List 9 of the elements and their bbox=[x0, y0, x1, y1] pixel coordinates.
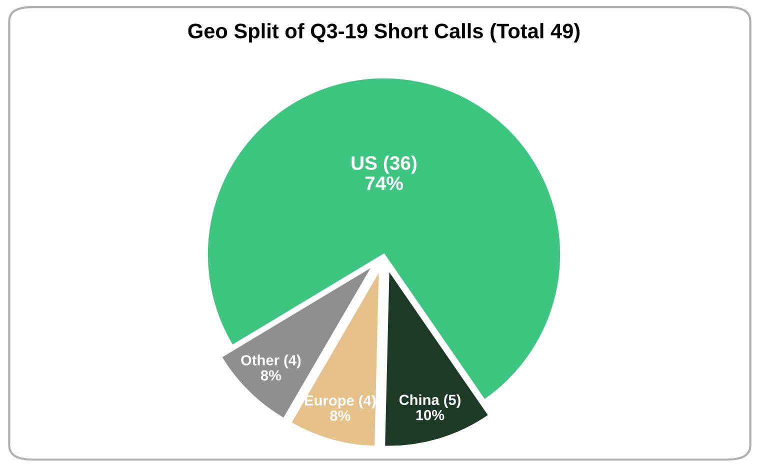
data-label: 8% bbox=[330, 410, 350, 421]
slice-label: China (5) bbox=[399, 394, 460, 408]
data-label: 10% bbox=[416, 410, 444, 420]
slice-label: US (36) bbox=[352, 156, 417, 174]
slice-label: Europe (4) bbox=[305, 394, 376, 409]
slice-label: Other (4) bbox=[241, 354, 301, 368]
data-label: 8% bbox=[260, 370, 282, 381]
data-label: 74% bbox=[365, 176, 403, 190]
chart-title: Geo Split of Q3-19 Short Calls (Total 49) bbox=[188, 23, 580, 43]
